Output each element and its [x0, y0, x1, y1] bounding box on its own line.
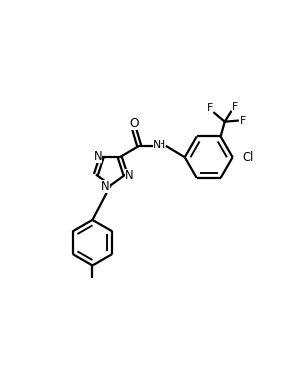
Text: F: F: [232, 102, 238, 112]
Text: F: F: [207, 103, 213, 113]
Text: N: N: [101, 180, 110, 193]
Text: H: H: [157, 140, 165, 150]
Text: Cl: Cl: [243, 151, 254, 164]
Text: N: N: [125, 169, 134, 182]
Text: N: N: [94, 149, 102, 162]
Text: O: O: [129, 117, 139, 130]
Text: F: F: [240, 115, 246, 125]
Text: N: N: [152, 140, 161, 150]
